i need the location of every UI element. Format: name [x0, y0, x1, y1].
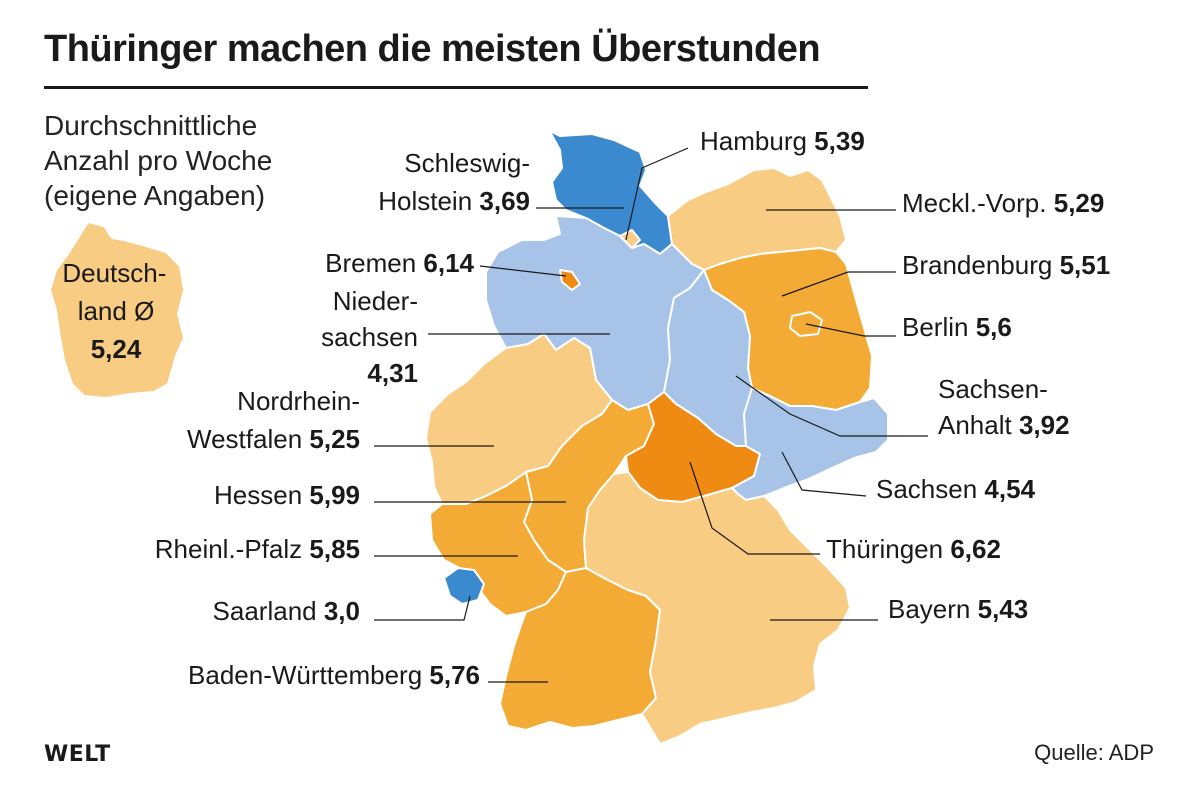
leader-thueringen — [689, 461, 820, 555]
welt-logo: WELT — [44, 742, 111, 767]
leader-hamburg — [625, 147, 689, 241]
label-brandenburg: Brandenburg 5,51 — [902, 250, 1110, 280]
value-schleswig-holstein: 3,69 — [479, 186, 530, 216]
leader-saarland — [374, 595, 471, 621]
label-bayern: Bayern 5,43 — [888, 594, 1028, 624]
label-brandenburg-text: Brandenburg — [902, 250, 1052, 280]
label-hamburg: Hamburg 5,39 — [700, 126, 865, 156]
value-sachsen: 4,54 — [984, 474, 1035, 504]
label-sachsen-text: Sachsen — [876, 474, 977, 504]
label-nordrhein-westfalen: Westfalen 5,25 — [187, 424, 360, 454]
label-niedersachsen-line-2: sachsen — [321, 322, 418, 352]
leader-sachsen-anhalt — [735, 375, 928, 437]
leader-berlin — [805, 323, 896, 337]
leader-brandenburg — [781, 271, 896, 297]
state-shape-bayern — [583, 471, 851, 745]
value-nordrhein-westfalen: 5,25 — [309, 424, 360, 454]
label-baden-wuerttemberg-text: Baden-Württemberg — [188, 660, 422, 690]
state-shape-bremen — [559, 269, 581, 291]
label-saarland-text: Saarland — [213, 596, 317, 626]
chart-title: Thüringer machen die meisten Überstunden — [44, 28, 821, 70]
label-saarland: Saarland 3,0 — [213, 596, 360, 626]
subtitle-line-3: (eigene Angaben) — [44, 180, 266, 211]
national-label-line-2: land Ø — [78, 296, 155, 326]
value-baden-wuerttemberg: 5,76 — [429, 660, 480, 690]
label-nordrhein-westfalen-line-2: Westfalen — [187, 424, 302, 454]
label-niedersachsen-line-1: Nieder- — [333, 286, 418, 316]
subtitle-line-2: Anzahl pro Woche — [44, 145, 273, 176]
label-bayern-text: Bayern — [888, 594, 970, 624]
national-average-map: Deutsch- land Ø 5,24 — [49, 221, 185, 399]
label-schleswig-holstein-line-2: Holstein — [378, 186, 472, 216]
label-berlin: Berlin 5,6 — [902, 312, 1012, 342]
label-sachsen: Sachsen 4,54 — [876, 474, 1036, 504]
leader-bremen — [479, 265, 567, 277]
label-rheinland-pfalz: Rheinl.-Pfalz 5,85 — [155, 534, 360, 564]
value-bremen: 6,14 — [423, 248, 474, 278]
national-average-label: Deutsch- land Ø — [62, 258, 173, 326]
subtitle-line-1: Durchschnittliche — [44, 110, 258, 141]
label-bremen: Bremen 6,14 — [325, 248, 474, 278]
subtitle: Durchschnittliche Anzahl pro Woche (eige… — [44, 108, 272, 213]
label-hamburg-text: Hamburg — [700, 126, 807, 156]
leader-sachsen — [781, 451, 867, 497]
label-hessen-text: Hessen — [214, 480, 302, 510]
value-hessen: 5,99 — [309, 480, 360, 510]
label-sachsen-anhalt: Anhalt 3,92 — [938, 410, 1070, 440]
label-berlin-text: Berlin — [902, 312, 968, 342]
value-berlin: 5,6 — [976, 312, 1012, 342]
national-label-line-1: Deutsch- — [62, 258, 166, 288]
national-average-value: 5,24 — [91, 334, 142, 364]
label-bremen-text: Bremen — [325, 248, 416, 278]
label-mecklenburg-vorpommern-text: Meckl.-Vorp. — [902, 188, 1047, 218]
state-shape-sachsen — [731, 387, 889, 501]
label-rheinland-pfalz-text: Rheinl.-Pfalz — [155, 534, 302, 564]
state-labels: Schleswig- Holstein 3,69 Hamburg 5,39 Me… — [155, 126, 1110, 690]
label-hessen: Hessen 5,99 — [214, 480, 360, 510]
national-average-shape — [49, 221, 185, 399]
value-sachsen-anhalt: 3,92 — [1019, 410, 1070, 440]
title-underline — [44, 86, 868, 89]
value-hamburg: 5,39 — [814, 126, 865, 156]
value-brandenburg: 5,51 — [1060, 250, 1111, 280]
state-shape-saarland — [443, 567, 485, 605]
value-mecklenburg-vorpommern: 5,29 — [1054, 188, 1105, 218]
label-mecklenburg-vorpommern: Meckl.-Vorp. 5,29 — [902, 188, 1104, 218]
value-niedersachsen: 4,31 — [367, 358, 418, 388]
label-sachsen-anhalt-line-2: Anhalt — [938, 410, 1012, 440]
label-thueringen: Thüringen 6,62 — [826, 534, 1001, 564]
value-thueringen: 6,62 — [950, 534, 1001, 564]
label-schleswig-holstein-line-1: Schleswig- — [404, 148, 530, 178]
state-shapes — [425, 127, 889, 745]
leader-lines — [374, 147, 928, 683]
label-sachsen-anhalt-line-1: Sachsen- — [938, 374, 1048, 404]
label-schleswig-holstein: Holstein 3,69 — [378, 186, 530, 216]
value-saarland: 3,0 — [324, 596, 360, 626]
value-rheinland-pfalz: 5,85 — [309, 534, 360, 564]
label-baden-wuerttemberg: Baden-Württemberg 5,76 — [188, 660, 480, 690]
value-bayern: 5,43 — [978, 594, 1029, 624]
label-nordrhein-westfalen-line-1: Nordrhein- — [237, 386, 360, 416]
source-note: Quelle: ADP — [1034, 740, 1154, 765]
label-thueringen-text: Thüringen — [826, 534, 943, 564]
